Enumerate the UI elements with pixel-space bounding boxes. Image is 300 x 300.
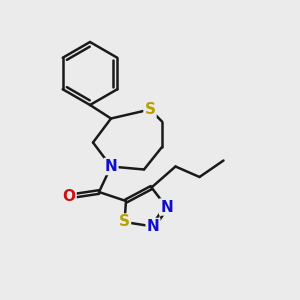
Text: S: S [145, 102, 155, 117]
Text: N: N [160, 200, 173, 214]
Text: S: S [119, 214, 130, 230]
Text: N: N [147, 219, 159, 234]
Text: O: O [62, 189, 76, 204]
Text: N: N [105, 159, 117, 174]
